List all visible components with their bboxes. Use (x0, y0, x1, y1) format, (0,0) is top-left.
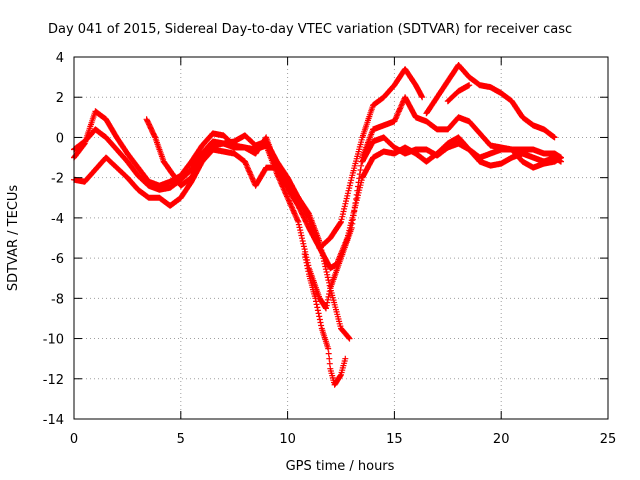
x-tick-label: 10 (279, 432, 296, 447)
y-tick-label: -4 (51, 212, 64, 227)
x-tick-label: 20 (493, 432, 510, 447)
y-tick-label: 0 (56, 131, 64, 146)
y-tick-label: -8 (51, 292, 64, 307)
series-track-5 (301, 251, 349, 388)
series-track-8 (444, 82, 473, 105)
y-tick-label: -10 (43, 333, 64, 348)
data-markers (423, 62, 558, 141)
y-tick-label: -12 (43, 373, 64, 388)
gridlines (74, 57, 608, 419)
y-tick-label: -6 (51, 252, 64, 267)
data-markers (444, 82, 473, 105)
series-track-4 (143, 116, 353, 342)
series-track-7 (423, 62, 558, 141)
data-markers (143, 116, 353, 342)
x-tick-label: 25 (600, 432, 617, 447)
x-axis-label: GPS time / hours (286, 459, 395, 474)
chart-title: Day 041 of 2015, Sidereal Day-to-day VTE… (48, 22, 572, 37)
series-track-6 (359, 134, 564, 171)
y-axis-label: SDTVAR / TECUs (6, 185, 21, 292)
y-tick-label: -14 (43, 413, 64, 428)
series-track-3 (71, 94, 564, 312)
plot-frame (73, 56, 609, 420)
y-tick-label: 4 (56, 51, 64, 66)
y-tick-label: 2 (56, 91, 64, 106)
x-tick-label: 15 (386, 432, 403, 447)
x-tick-label: 0 (70, 432, 78, 447)
x-tick-label: 5 (177, 432, 185, 447)
data-markers (359, 134, 564, 171)
data-markers (301, 251, 349, 388)
data-markers (71, 94, 564, 312)
y-tick-label: -2 (51, 172, 64, 187)
axis-ticks: 0 5 10 15 20 25 -14 -12 -10 -8 -6 -4 -2 0 2 4 (43, 51, 617, 447)
